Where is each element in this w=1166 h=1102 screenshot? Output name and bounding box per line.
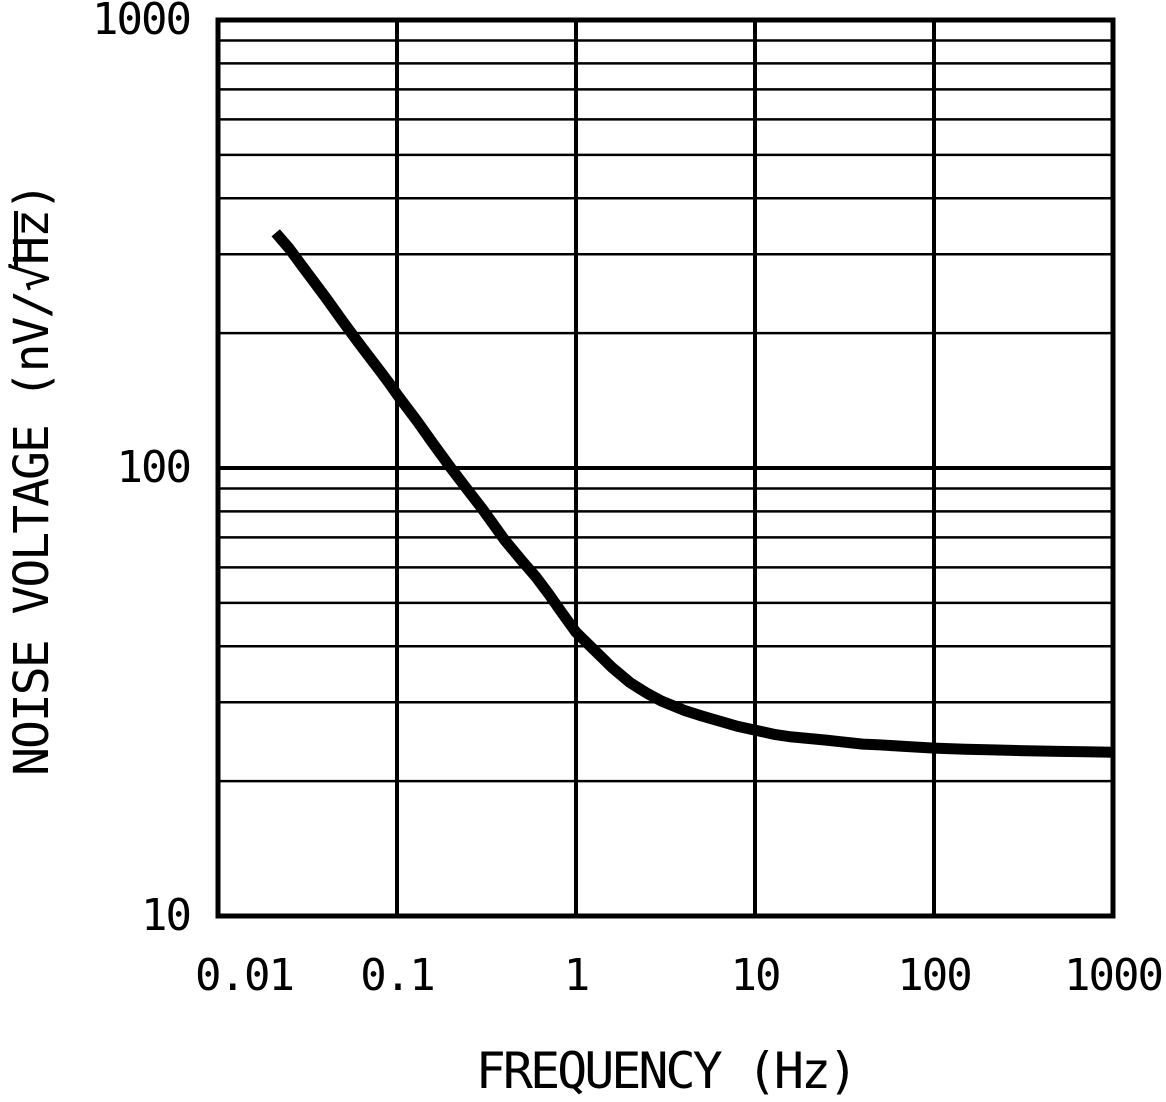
y-axis-title: NOISE VOLTAGE (nV/√Hz) bbox=[4, 130, 60, 830]
sqrt-expression: √Hz bbox=[4, 211, 60, 292]
x-tick-label-1000: 1000 bbox=[1064, 950, 1164, 1001]
y-axis-title-prefix: NOISE VOLTAGE (nV/ bbox=[4, 291, 60, 776]
x-axis-title: FREQUENCY (Hz) bbox=[475, 1042, 858, 1100]
x-tick-label-100: 100 bbox=[897, 950, 972, 1001]
x-tick-label-1: 1 bbox=[563, 950, 590, 1001]
noise-voltage-curve bbox=[271, 229, 1114, 758]
sqrt-radicand: Hz bbox=[4, 211, 60, 265]
x-tick-label-10: 10 bbox=[730, 950, 782, 1001]
y-tick-label-10: 10 bbox=[141, 890, 192, 941]
y-tick-label-1000: 1000 bbox=[92, 0, 192, 45]
y-axis-title-suffix: ) bbox=[4, 184, 60, 212]
plot-border bbox=[215, 17, 1116, 919]
x-tick-label-0.01: 0.01 bbox=[195, 950, 295, 1001]
sqrt-radical-icon: √ bbox=[4, 264, 60, 292]
y-tick-label-100: 100 bbox=[116, 442, 192, 493]
x-tick-label-0.1: 0.1 bbox=[360, 950, 435, 1001]
